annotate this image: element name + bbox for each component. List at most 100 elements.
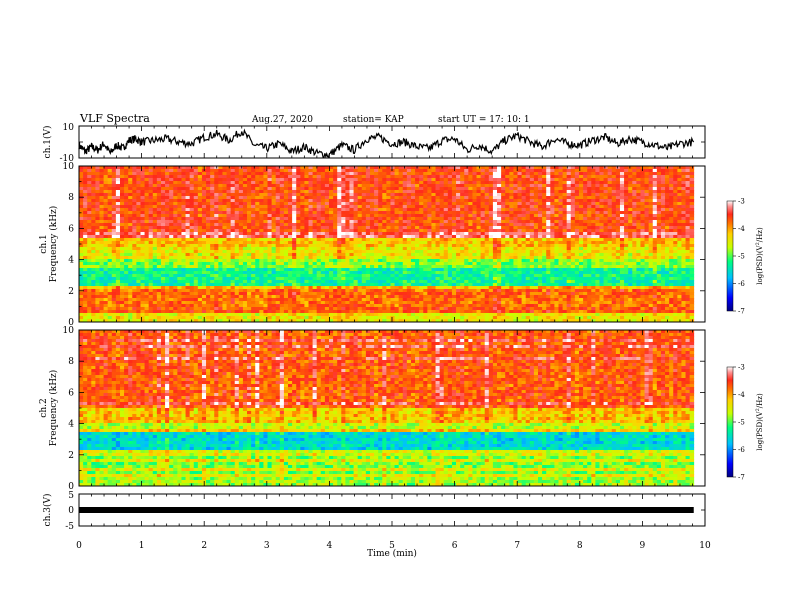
spectrogram-cell <box>234 184 240 188</box>
spectrogram-cell <box>665 223 670 227</box>
spectrogram-cell <box>566 217 572 221</box>
spectrogram-cell <box>382 172 387 176</box>
spectrogram-cell <box>415 169 420 173</box>
spectrogram-cell <box>624 226 629 230</box>
spectrogram-cell <box>320 211 326 215</box>
spectrogram-cell <box>578 181 584 185</box>
spectrogram-cell <box>247 214 252 218</box>
spectrogram-cell <box>283 232 289 236</box>
spectrogram-cell <box>410 208 416 212</box>
spectrogram-cell <box>242 199 248 203</box>
spectrogram-cell <box>595 169 600 173</box>
spectrogram-cell <box>79 178 84 182</box>
spectrogram-cell <box>603 205 609 209</box>
spectrogram-cell <box>251 256 256 260</box>
spectrogram-cell <box>300 262 305 266</box>
spectrogram-cell <box>206 217 211 221</box>
spectrogram-cell <box>382 247 387 251</box>
spectrogram-cell <box>177 226 182 230</box>
spectrogram-cell <box>665 181 670 185</box>
spectrogram-cell <box>443 229 449 233</box>
spectrogram-cell <box>648 211 654 215</box>
spectrogram-cell <box>173 208 178 212</box>
spectrogram-cell <box>583 259 588 263</box>
spectrogram-cell <box>427 169 432 173</box>
spectrogram-cell <box>427 235 432 239</box>
spectrogram-cell <box>386 211 391 215</box>
spectrogram-cell <box>337 172 342 176</box>
spectrogram-cell <box>275 166 281 170</box>
spectrogram-cell <box>292 220 297 224</box>
spectrogram-cell <box>578 223 584 227</box>
spectrogram-cell <box>230 178 236 182</box>
spectrogram-cell <box>95 172 100 176</box>
spectrogram-cell <box>308 166 313 170</box>
spectrogram-cell <box>279 178 285 182</box>
spectrogram-cell <box>517 244 523 248</box>
spectrogram-cell <box>443 235 449 239</box>
spectrogram-cell <box>181 238 186 242</box>
spectrogram-cell <box>681 226 686 230</box>
spectrogram-cell <box>468 172 473 176</box>
spectrogram-cell <box>497 247 502 251</box>
spectrogram-cell <box>181 181 186 185</box>
spectrogram-cell <box>148 214 154 218</box>
spectrogram-cell <box>550 202 555 206</box>
spectrogram-cell <box>324 196 330 200</box>
spectrogram-cell <box>464 226 469 230</box>
spectrogram-cell <box>365 229 371 233</box>
spectrogram-cell <box>91 217 96 221</box>
spectrogram-cell <box>357 202 363 206</box>
spectrogram-cell <box>480 247 486 251</box>
spectrogram-cell <box>189 211 195 215</box>
spectrogram-cell <box>648 229 654 233</box>
spectrogram-cell <box>152 178 158 182</box>
spectrogram-cell <box>538 238 543 242</box>
spectrogram-cell <box>460 172 465 176</box>
spectrogram-cell <box>386 253 391 257</box>
spectrogram-cell <box>324 178 330 182</box>
spectrogram-cell <box>615 247 621 251</box>
spectrogram-cell <box>292 217 297 221</box>
spectrogram-cell <box>513 211 518 215</box>
spectrogram-cell <box>636 196 641 200</box>
spectrogram-cell <box>513 208 518 212</box>
spectrogram-cell <box>365 184 371 188</box>
spectrogram-cell <box>324 235 330 239</box>
spectrogram-cell <box>148 262 154 266</box>
spectrogram-cell <box>480 199 486 203</box>
spectrogram-cell <box>128 238 133 242</box>
spectrogram-cell <box>406 172 412 176</box>
spectrogram-cell <box>308 244 313 248</box>
spectrogram-cell <box>255 235 260 239</box>
spectrogram-cell <box>497 190 502 194</box>
spectrogram-cell <box>505 232 510 236</box>
spectrogram-cell <box>353 226 359 230</box>
spectrogram-cell <box>341 223 346 227</box>
spectrogram-cell <box>369 220 375 224</box>
spectrogram-cell <box>488 217 494 221</box>
spectrogram-cell <box>480 175 486 179</box>
spectrogram-cell <box>152 214 158 218</box>
spectrogram-cell <box>304 250 309 254</box>
spectrogram-cell <box>115 223 121 227</box>
spectrogram-cell <box>419 175 424 179</box>
spectrogram-cell <box>443 244 449 248</box>
spectrogram-cell <box>107 172 113 176</box>
spectrogram-cell <box>492 196 498 200</box>
spectrogram-cell <box>460 184 465 188</box>
spectrogram-cell <box>624 196 629 200</box>
spectrogram-cell <box>492 229 498 233</box>
spectrogram-cell <box>181 199 186 203</box>
spectrogram-cell <box>619 175 625 179</box>
spectrogram-cell <box>119 256 125 260</box>
spectrogram-cell <box>419 238 424 242</box>
spectrogram-cell <box>365 235 371 239</box>
spectrogram-cell <box>111 193 117 197</box>
spectrogram-cell <box>320 244 326 248</box>
spectrogram-cell <box>677 181 682 185</box>
spectrogram-cell <box>361 241 367 245</box>
spectrogram-cell <box>193 235 199 239</box>
spectrogram-cell <box>451 220 457 224</box>
spectrogram-cell <box>484 226 490 230</box>
